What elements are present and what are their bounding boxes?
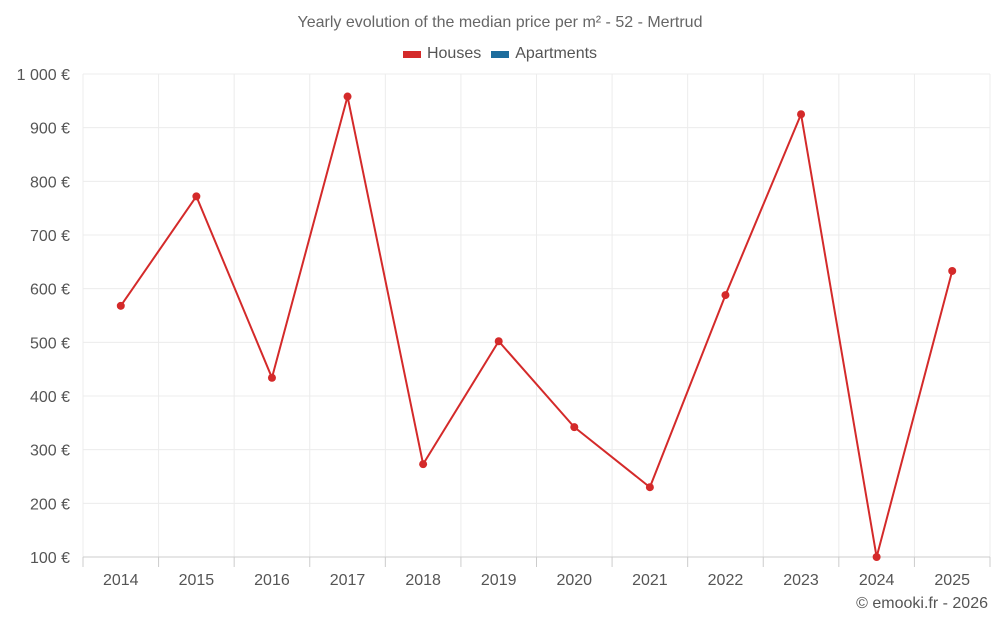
legend-swatch-houses xyxy=(402,50,421,58)
y-tick-label: 300 € xyxy=(30,443,70,460)
data-point xyxy=(494,337,503,346)
data-point xyxy=(192,192,201,201)
x-tick-label: 2017 xyxy=(330,572,366,589)
y-tick-label: 700 € xyxy=(30,228,70,245)
grid xyxy=(82,73,991,557)
data-point xyxy=(948,266,957,275)
x-tick-label: 2018 xyxy=(405,572,441,589)
data-point xyxy=(570,423,579,432)
axes xyxy=(82,556,991,567)
x-tick-label: 2016 xyxy=(254,572,290,589)
legend-item-apartments[interactable]: Apartments xyxy=(491,45,597,63)
data-point xyxy=(721,291,730,300)
chart-title: Yearly evolution of the median price per… xyxy=(297,14,703,31)
series xyxy=(116,92,957,561)
y-tick-label: 100 € xyxy=(30,550,70,567)
data-point xyxy=(116,301,125,310)
series-line-houses xyxy=(119,95,954,558)
legend: Houses Apartments xyxy=(0,45,1000,63)
x-tick-label: 2014 xyxy=(103,572,139,589)
x-tick-label: 2021 xyxy=(632,572,668,589)
x-tick-label: 2023 xyxy=(783,572,819,589)
legend-swatch-apartments xyxy=(491,50,510,58)
y-tick-label: 200 € xyxy=(30,496,70,513)
x-tick-label: 2024 xyxy=(859,572,895,589)
y-tick-label: 400 € xyxy=(30,389,70,406)
x-tick-label: 2025 xyxy=(934,572,970,589)
y-tick-label: 600 € xyxy=(30,282,70,299)
data-point xyxy=(343,92,352,101)
legend-label-apartments: Apartments xyxy=(515,45,598,62)
y-tick-label: 1 000 € xyxy=(17,67,70,84)
data-point xyxy=(797,110,806,119)
copyright-text: © emooki.fr - 2026 xyxy=(856,595,988,612)
x-tick-label: 2022 xyxy=(708,572,744,589)
tick-labels: 100 € 200 € 300 € 400 € 500 € 600 € 700 € 800 €… xyxy=(17,67,970,589)
legend-item-houses[interactable]: Houses xyxy=(402,45,482,63)
legend-label-houses: Houses xyxy=(426,45,482,62)
x-tick-label: 2020 xyxy=(556,572,592,589)
y-tick-label: 900 € xyxy=(30,121,70,138)
data-point xyxy=(267,373,276,382)
y-tick-label: 500 € xyxy=(30,335,70,352)
x-tick-label: 2015 xyxy=(179,572,215,589)
data-point xyxy=(872,553,881,561)
data-point xyxy=(419,460,428,469)
x-tick-label: 2019 xyxy=(481,572,517,589)
y-tick-label: 800 € xyxy=(30,174,70,191)
data-point xyxy=(645,483,654,492)
